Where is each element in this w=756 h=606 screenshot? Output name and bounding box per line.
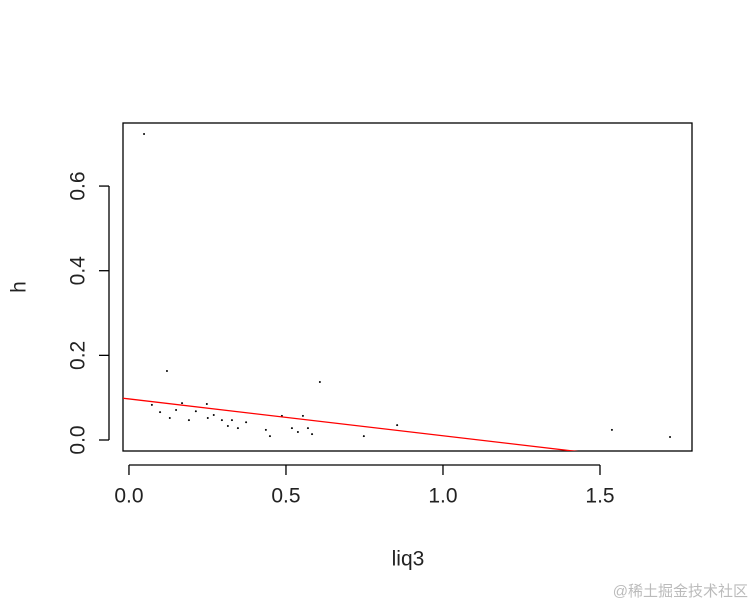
- point: [396, 424, 399, 427]
- watermark: @稀土掘金技术社区: [613, 583, 748, 600]
- point: [236, 427, 239, 430]
- point: [143, 133, 146, 136]
- point: [669, 436, 672, 439]
- point: [187, 419, 190, 422]
- point: [311, 433, 314, 436]
- point: [226, 425, 229, 428]
- y-tick-label: 0.2: [67, 341, 90, 370]
- point: [318, 381, 321, 384]
- point: [168, 416, 171, 419]
- x-tick-label: 1.0: [428, 485, 457, 508]
- y-tick-label: 0.4: [67, 256, 90, 286]
- point: [206, 416, 209, 419]
- point: [220, 419, 223, 422]
- y-tick-label: 0.0: [67, 425, 90, 454]
- point: [301, 414, 304, 417]
- point: [306, 427, 309, 430]
- point: [212, 414, 215, 417]
- point: [159, 411, 162, 414]
- x-axis-label: liq3: [392, 548, 425, 571]
- point: [205, 403, 208, 406]
- x-tick-label: 0.0: [114, 485, 143, 508]
- y-axis-label: h: [8, 281, 31, 293]
- point: [245, 421, 248, 424]
- point: [150, 403, 153, 406]
- point: [230, 419, 233, 422]
- plot-box: [122, 122, 693, 452]
- point: [181, 402, 184, 405]
- point: [165, 370, 168, 373]
- point: [362, 435, 365, 438]
- point: [268, 435, 271, 438]
- point: [175, 408, 178, 411]
- point: [194, 410, 197, 413]
- point: [264, 428, 267, 431]
- x-tick-label: 0.5: [271, 485, 300, 508]
- y-tick-label: 0.6: [67, 171, 90, 200]
- point: [290, 427, 293, 430]
- fit-line: [123, 397, 579, 451]
- point: [610, 428, 613, 431]
- point: [296, 430, 299, 433]
- x-tick-label: 1.5: [585, 485, 614, 508]
